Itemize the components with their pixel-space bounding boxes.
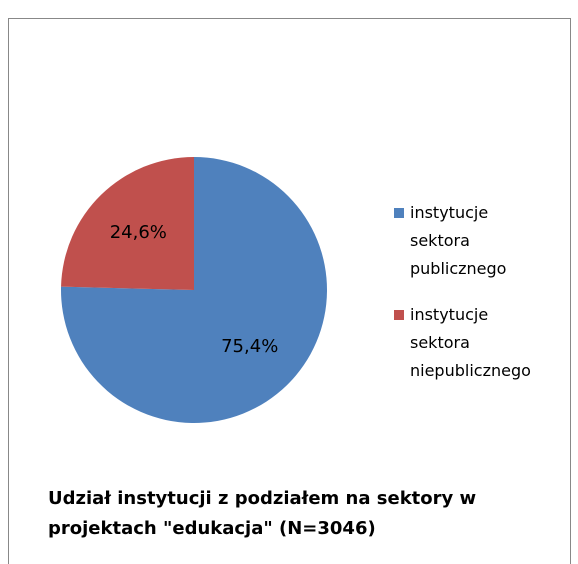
legend-swatch [394,310,404,320]
pie-slice [61,157,194,290]
data-label: 24,6% [110,222,167,243]
chart-frame [8,18,571,564]
chart-title: Udział instytucji z podziałem na sektory… [48,488,477,539]
legend-label: instytucje sektora publicznego [410,203,507,278]
legend-label: instytucje sektora niepublicznego [410,305,531,380]
legend-swatch [394,208,404,218]
data-label: 75,4% [221,336,278,357]
pie-slice [60,157,327,423]
